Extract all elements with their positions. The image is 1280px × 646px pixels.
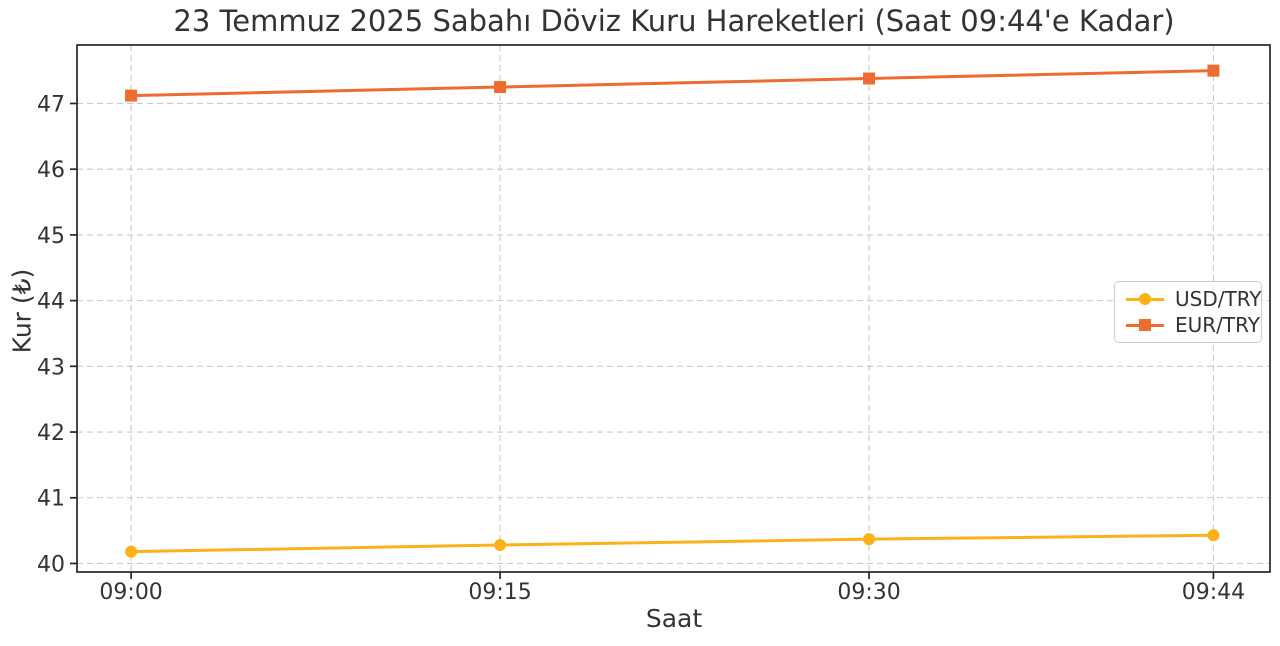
- usd-try-line-circle-marker-icon: [1126, 292, 1164, 306]
- eur-try-point-09:44: [1207, 64, 1220, 77]
- usd-try-point-09:44: [1207, 529, 1220, 542]
- y-tick-label: 40: [37, 552, 65, 577]
- y-tick-label: 47: [37, 92, 65, 117]
- usd-try-point-09:30: [863, 533, 876, 546]
- usd-try-point-09:15: [494, 539, 507, 552]
- y-axis-label: Kur (₺): [7, 268, 37, 354]
- y-tick-label: 43: [37, 355, 65, 380]
- eur-try-point-09:30: [863, 72, 876, 85]
- chart-title: 23 Temmuz 2025 Sabahı Döviz Kuru Hareket…: [173, 4, 1175, 38]
- legend: USD/TRY EUR/TRY: [1114, 281, 1262, 343]
- x-axis-label: Saat: [645, 604, 703, 633]
- x-tick-label: 09:00: [99, 580, 162, 605]
- usd-try-point-09:00: [125, 545, 138, 558]
- y-tick-label: 45: [37, 224, 65, 249]
- x-tick-label: 09:44: [1182, 580, 1245, 605]
- y-tick-label: 41: [37, 487, 65, 512]
- y-tick-label: 42: [37, 421, 65, 446]
- y-tick-label: 44: [37, 290, 65, 315]
- eur-try-point-09:15: [494, 81, 507, 94]
- axes-frame: [76, 44, 1271, 573]
- x-tick-label: 09:15: [468, 580, 531, 605]
- eur-try-line: [131, 69, 1214, 98]
- eur-try-line-square-marker-icon: [1126, 318, 1164, 332]
- legend-item-usd-try: USD/TRY: [1126, 287, 1262, 311]
- y-tick-label: 46: [37, 158, 65, 183]
- usd-try-line: [131, 533, 1214, 554]
- legend-label-usd-try: USD/TRY: [1175, 287, 1262, 311]
- x-tick-label: 09:30: [837, 580, 900, 605]
- usd-try-circle-icon: [1139, 293, 1151, 305]
- eur-try-point-09:00: [125, 89, 138, 102]
- legend-label-eur-try: EUR/TRY: [1175, 313, 1260, 337]
- legend-item-eur-try: EUR/TRY: [1126, 313, 1260, 337]
- eur-try-square-icon: [1139, 319, 1151, 331]
